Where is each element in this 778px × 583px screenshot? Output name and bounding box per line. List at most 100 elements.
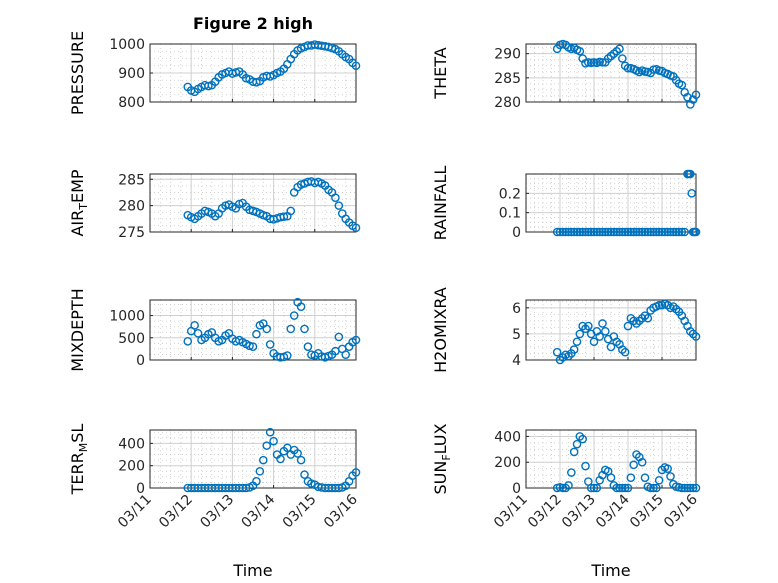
data-point <box>351 335 361 345</box>
data-point <box>592 227 602 237</box>
axes-frame <box>149 173 357 233</box>
data-point <box>303 342 313 351</box>
data-point <box>623 227 633 237</box>
data-point <box>269 436 278 446</box>
y-tick-label: 0 <box>136 481 145 497</box>
data-point <box>629 227 638 237</box>
data-point <box>601 227 610 237</box>
y-tick-label: 285 <box>118 172 145 188</box>
data-point <box>286 324 296 334</box>
data-point <box>601 327 610 336</box>
data-point <box>265 340 275 349</box>
chart-panel-3: 275 280 285 AIRTEMP <box>68 169 361 241</box>
data-point <box>581 461 590 471</box>
data-point <box>652 227 661 237</box>
data-point <box>592 483 602 493</box>
y-tick-label: 0 <box>136 353 145 369</box>
data-point <box>183 337 193 346</box>
data-point <box>262 441 272 450</box>
y-tick-label: 0 <box>512 481 521 497</box>
data-point <box>660 227 670 237</box>
y-axis-label: H2OMIXRA <box>431 287 450 373</box>
data-point <box>575 227 585 237</box>
data-point <box>683 483 692 493</box>
data-point <box>572 439 582 449</box>
data-point <box>691 90 701 100</box>
data-point <box>637 227 647 237</box>
data-point <box>584 227 593 237</box>
data-point <box>677 227 687 237</box>
y-axis-label: AIRTEMP <box>68 169 90 236</box>
data-point <box>569 227 579 237</box>
data-point <box>569 447 579 457</box>
data-point <box>595 227 604 237</box>
data-point <box>612 483 621 493</box>
data-point <box>654 227 664 237</box>
data-point <box>691 227 701 237</box>
data-point <box>609 227 619 237</box>
data-series <box>552 299 701 365</box>
data-point <box>626 473 636 482</box>
chart-panel-2: 280 285 290 THETA <box>431 39 701 111</box>
data-point <box>680 483 689 493</box>
x-tick-label: 03/16 <box>661 491 701 531</box>
data-series <box>552 169 701 237</box>
y-tick-label: 0 <box>512 225 521 241</box>
data-point <box>351 223 361 233</box>
data-point <box>620 483 630 493</box>
data-point <box>623 321 633 331</box>
data-point <box>558 227 568 237</box>
data-point <box>296 455 306 465</box>
data-point <box>567 227 576 237</box>
data-point <box>640 227 650 237</box>
data-point <box>691 332 701 341</box>
x-tick-label: 03/12 <box>156 492 196 532</box>
x-tick-label: 03/12 <box>525 492 565 532</box>
data-series <box>552 39 701 109</box>
axes-frame <box>525 173 697 233</box>
data-point <box>598 227 607 237</box>
data-series <box>183 297 361 362</box>
data-point <box>572 337 582 347</box>
data-point <box>649 483 658 493</box>
data-point <box>595 332 604 341</box>
data-point <box>637 457 647 467</box>
data-point <box>334 332 344 342</box>
data-series <box>183 40 361 97</box>
data-point <box>669 227 678 237</box>
y-axis-label: THETA <box>431 47 450 99</box>
data-point <box>564 481 573 490</box>
data-point <box>654 475 664 485</box>
data-point <box>615 44 624 54</box>
x-tick-label: 03/16 <box>321 491 361 531</box>
y-tick-label: 4 <box>512 353 521 369</box>
data-point <box>686 169 695 179</box>
data-point <box>620 347 630 357</box>
data-point <box>552 347 562 357</box>
y-tick-label: 500 <box>118 331 145 347</box>
y-tick-label: 900 <box>118 66 145 82</box>
y-tick-label: 275 <box>118 225 145 241</box>
data-point <box>686 483 695 493</box>
data-point <box>575 329 585 339</box>
x-tick-label: 03/14 <box>593 491 633 531</box>
data-point <box>564 227 573 237</box>
y-tick-label: 280 <box>494 95 521 111</box>
y-tick-label: 0.1 <box>499 206 521 222</box>
y-tick-label: 5 <box>512 327 521 343</box>
data-point <box>618 54 627 63</box>
data-point <box>612 227 621 237</box>
data-point <box>555 227 565 237</box>
data-point <box>640 473 650 482</box>
data-point <box>265 427 275 437</box>
axes-frame <box>525 299 697 361</box>
data-point <box>552 227 562 237</box>
axes-frame <box>525 43 697 103</box>
data-point <box>629 460 638 470</box>
x-tick-label: 03/13 <box>197 492 237 532</box>
x-tick-label: 03/11 <box>115 492 155 532</box>
data-point <box>252 329 261 339</box>
data-point <box>646 483 655 493</box>
y-tick-label: 400 <box>494 429 521 445</box>
data-point <box>569 345 579 354</box>
